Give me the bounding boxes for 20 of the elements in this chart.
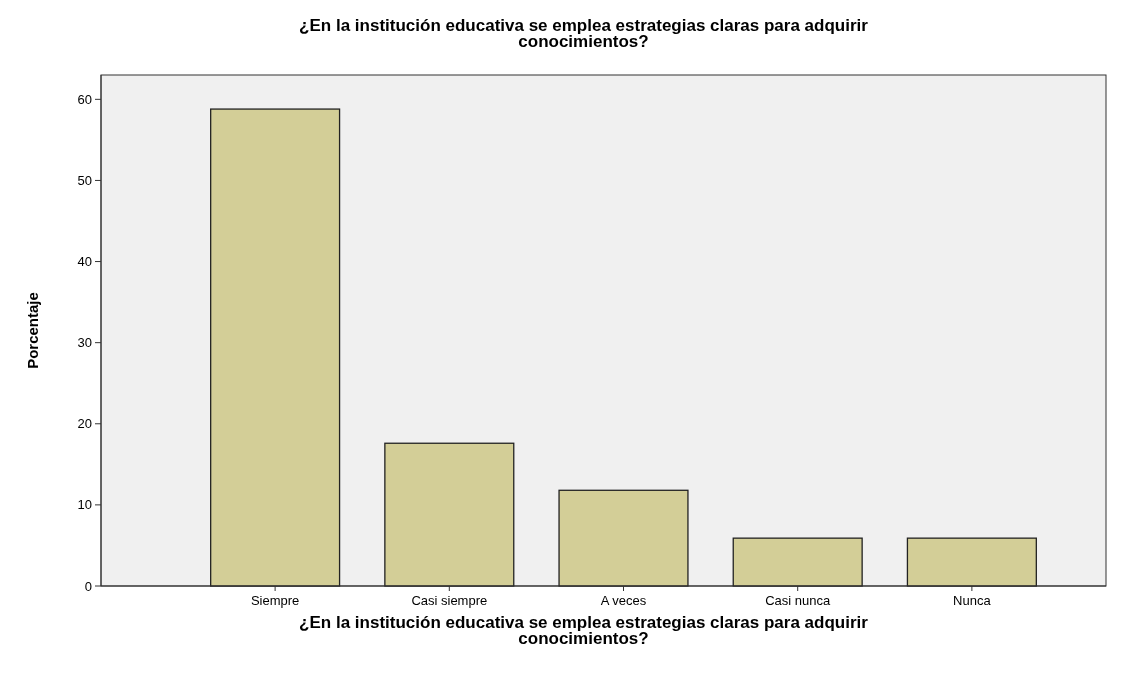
bar xyxy=(558,489,689,587)
x-tick-label: A veces xyxy=(600,593,647,608)
x-tick-label: Casi nunca xyxy=(765,593,831,608)
y-tick-label: 10 xyxy=(77,497,92,513)
bar xyxy=(732,537,863,587)
bar xyxy=(906,537,1037,587)
x-tick-label: Siempre xyxy=(250,593,300,608)
bar xyxy=(384,442,515,587)
y-tick-label: 0 xyxy=(84,578,92,594)
y-tick-label: 30 xyxy=(77,335,92,351)
bar xyxy=(210,108,341,587)
y-tick-label: 50 xyxy=(77,172,92,188)
y-axis-title: Porcentaje xyxy=(24,292,41,369)
x-tick-label: Nunca xyxy=(953,593,992,608)
y-tick-label: 60 xyxy=(77,91,92,107)
x-tick-label: Casi siempre xyxy=(411,593,488,608)
y-tick-label: 20 xyxy=(77,416,92,432)
x-axis-title: ¿En la institución educativa se emplea estrategias claras para adquirir conocimientos? xyxy=(299,613,869,648)
chart-title: ¿En la institución educativa se emplea estrategias claras para adquirir conocimientos? xyxy=(299,16,869,51)
y-tick-label: 40 xyxy=(77,254,92,270)
